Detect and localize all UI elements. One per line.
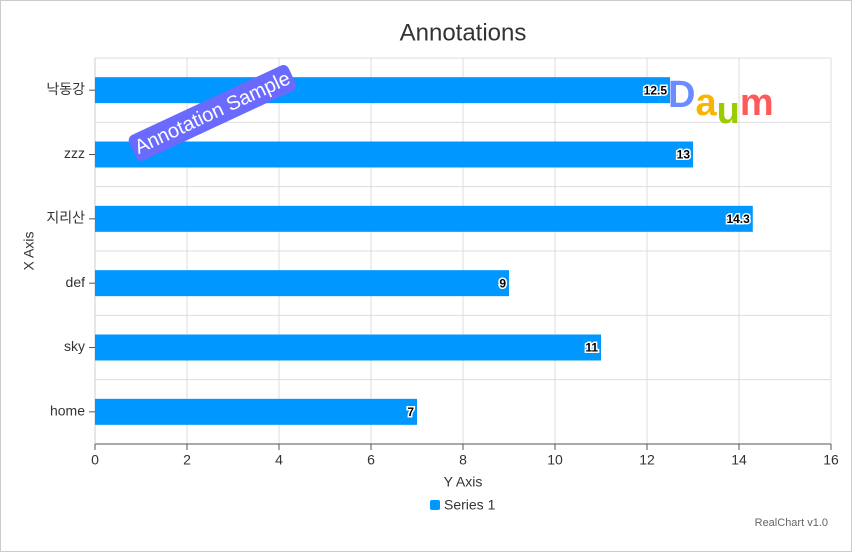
- x-tick-label: 4: [275, 452, 283, 468]
- bar: [95, 398, 417, 425]
- x-tick-label: 16: [823, 452, 839, 468]
- y-tick-label: zzz: [64, 145, 85, 161]
- value-label: 13: [677, 148, 691, 162]
- x-tick-label: 8: [459, 452, 467, 468]
- bar: [95, 77, 670, 104]
- x-tick-label: 14: [731, 452, 747, 468]
- y-tick-label: sky: [64, 338, 85, 354]
- bar: [95, 334, 601, 361]
- x-tick-label: 2: [183, 452, 191, 468]
- x-tick-label: 0: [91, 452, 99, 468]
- legend-label: Series 1: [444, 497, 496, 513]
- y-tick-label: def: [66, 274, 86, 290]
- y-tick-label: home: [50, 403, 85, 419]
- y-tick-label: 지리산: [46, 210, 85, 226]
- bar: [95, 205, 753, 232]
- value-label: 7: [407, 405, 414, 419]
- credit: RealChart v1.0: [755, 517, 828, 529]
- value-label: 9: [499, 276, 506, 290]
- x-tick-label: 6: [367, 452, 375, 468]
- y-tick-label: 낙동강: [46, 81, 85, 97]
- value-label: 14.3: [726, 212, 750, 226]
- x-tick-label: 10: [547, 452, 563, 468]
- bar: [95, 141, 693, 168]
- bar: [95, 270, 509, 297]
- annotation-bg: [128, 65, 297, 161]
- x-tick-label: 12: [639, 452, 655, 468]
- logo: Daum: [668, 74, 774, 132]
- value-axis-title: Y Axis: [444, 474, 483, 490]
- chart-title: Annotations: [400, 19, 527, 46]
- category-axis-title: X Axis: [21, 232, 37, 271]
- value-label: 11: [585, 341, 598, 355]
- legend-swatch: [430, 500, 440, 510]
- value-label: 12.5: [644, 83, 668, 97]
